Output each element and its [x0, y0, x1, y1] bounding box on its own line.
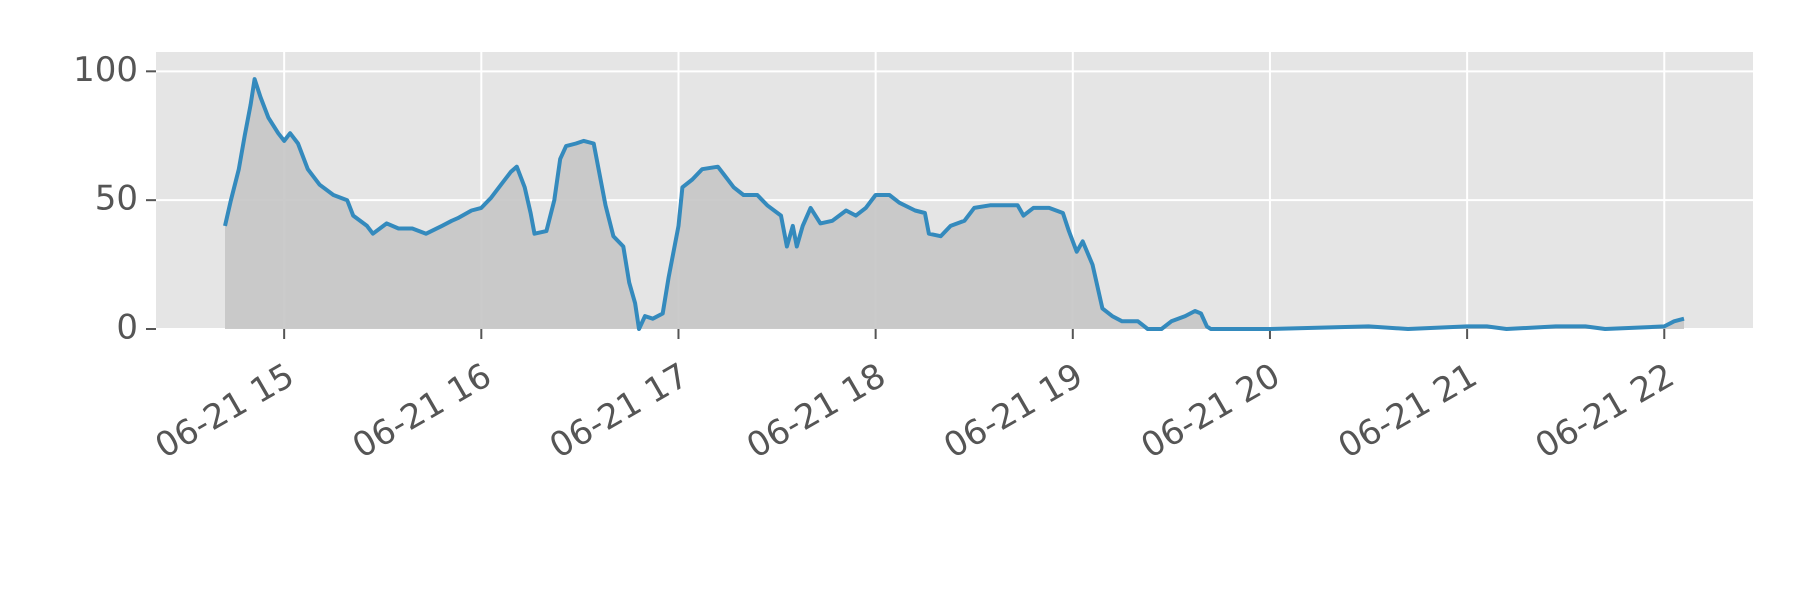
x-tick-label: 06-21 15: [149, 356, 301, 467]
y-tick-label: 0: [116, 308, 138, 348]
y-tick-label: 50: [95, 179, 138, 219]
area: [225, 79, 1684, 329]
line: [223, 77, 1685, 331]
x-tick-label: 06-21 22: [1529, 356, 1681, 467]
x-tick-label: 06-21 19: [937, 356, 1089, 467]
x-tick-label: 06-21 18: [740, 356, 892, 467]
x-tick-label: 06-21 17: [543, 356, 695, 467]
x-tick-label: 06-21 20: [1134, 356, 1286, 467]
x-tick-label: 06-21 21: [1332, 356, 1484, 467]
x-tick-label: 06-21 16: [346, 356, 498, 467]
y-tick-label: 100: [73, 50, 138, 90]
